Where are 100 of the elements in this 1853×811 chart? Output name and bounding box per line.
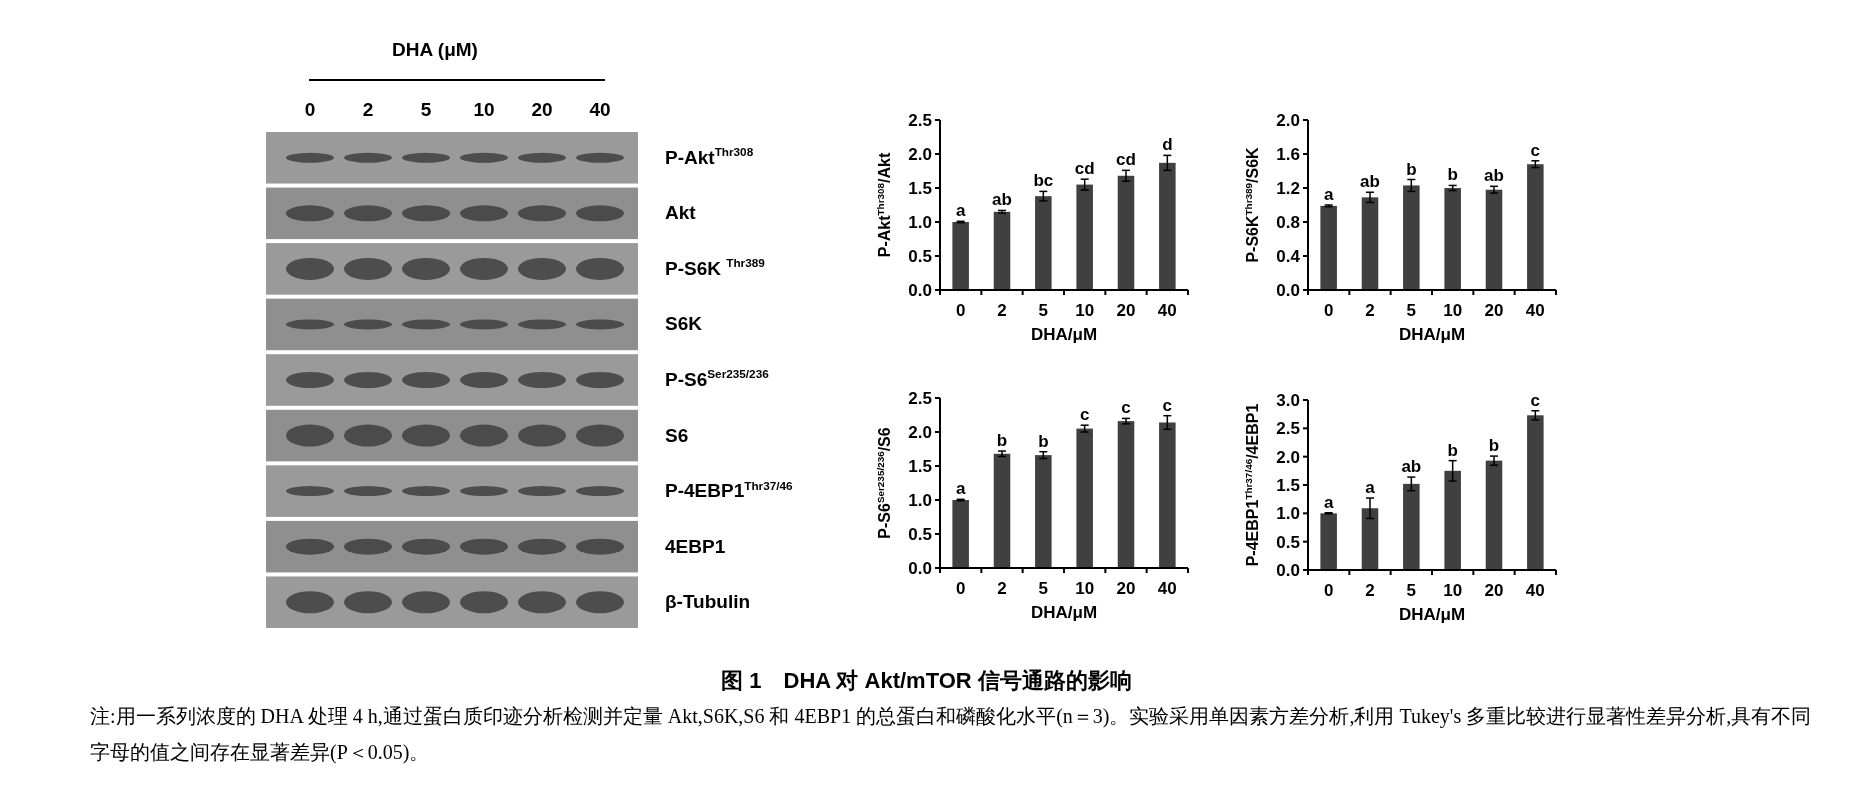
y-tick-label: 2.0 — [908, 145, 932, 164]
annotation: c — [1121, 398, 1131, 418]
x-tick-label: 2 — [1365, 581, 1375, 600]
y-tick-label: 0.5 — [908, 247, 932, 266]
annotation: bc — [1033, 171, 1054, 191]
annotation: c — [1079, 405, 1090, 425]
y-tick-label: 0.0 — [1276, 561, 1300, 580]
x-tick-label: 40 — [1157, 301, 1177, 320]
annotation: b — [1447, 165, 1458, 185]
bar — [1076, 428, 1093, 568]
x-tick-label: 20 — [1116, 301, 1136, 320]
x-tick-label: 0 — [1323, 301, 1334, 320]
bar — [952, 222, 969, 290]
text: Akt — [665, 202, 697, 224]
text: P-S6K $^{Thr389}$ — [665, 256, 766, 279]
bar — [1444, 470, 1461, 570]
x-tick-label: 2 — [997, 301, 1007, 320]
y-tick-label: 3.0 — [1276, 391, 1300, 410]
annotation: b — [1488, 436, 1500, 456]
text: 4EBP1 — [665, 535, 726, 557]
bar — [1403, 185, 1420, 290]
bar — [1444, 188, 1461, 290]
bar — [1485, 460, 1503, 570]
annotation: ab — [1401, 457, 1422, 477]
y-tick-label: 0.5 — [908, 525, 932, 544]
x-tick-label: 10 — [1443, 301, 1463, 320]
y-tick-label: 2.0 — [1276, 447, 1300, 467]
y-tick-label: 2.5 — [908, 389, 932, 408]
text: DHA (μM) — [392, 39, 478, 60]
text: β-Tubulin — [665, 591, 751, 613]
annotation: b — [1038, 431, 1049, 451]
y-tick-label: 1.0 — [1276, 504, 1300, 524]
annotation: c — [1530, 140, 1541, 160]
x-tick-label: 0 — [1323, 581, 1334, 600]
x-tick-label: 20 — [1116, 579, 1136, 598]
category-label: 2 — [362, 99, 374, 120]
y-tick-label: 2.5 — [908, 111, 932, 130]
x-tick-label: 10 — [1443, 581, 1463, 600]
bar — [1320, 513, 1337, 570]
y-tick-label: 2.0 — [1276, 111, 1300, 130]
annotation: cd — [1074, 159, 1095, 179]
category-label: 0 — [304, 99, 316, 120]
annotation: a — [1323, 185, 1334, 204]
annotation: ab — [992, 190, 1012, 210]
text: 图 1 DHA 对 Akt/mTOR 信号通路的影响 — [720, 667, 1133, 695]
y-tick-label: 0.8 — [1276, 213, 1300, 232]
y-tick-label: 1.5 — [908, 457, 932, 476]
x-tick-label: 10 — [1075, 301, 1095, 320]
annotation: a — [1323, 492, 1334, 512]
x-tick-label: 40 — [1525, 301, 1545, 320]
x-tick-label: 20 — [1484, 581, 1504, 600]
x-tick-label: 5 — [1038, 301, 1049, 320]
annotation: ab — [1360, 172, 1380, 192]
bar — [993, 211, 1011, 290]
annotation: d — [1162, 135, 1173, 155]
x-tick-label: 5 — [1406, 581, 1417, 600]
x-tick-label: 0 — [955, 579, 966, 598]
bar — [1159, 422, 1176, 568]
x-tick-label: 20 — [1484, 301, 1504, 320]
annotation: a — [955, 201, 966, 221]
x-tick-label: 40 — [1157, 579, 1177, 598]
text: S6 — [665, 424, 689, 446]
x-axis-title: DHA/μM — [1398, 325, 1466, 344]
x-tick-label: 5 — [1406, 301, 1417, 320]
y-tick-label: 2.0 — [908, 423, 932, 442]
x-axis-title: DHA/μM — [1030, 325, 1098, 344]
annotation: cd — [1116, 150, 1136, 170]
category-label: 20 — [531, 99, 553, 120]
annotation: c — [1530, 390, 1541, 410]
text: S6K — [665, 313, 703, 335]
y-tick-label: 0.4 — [1276, 247, 1301, 266]
bar — [1361, 508, 1379, 570]
x-tick-label: 0 — [955, 301, 966, 320]
annotation: a — [955, 479, 966, 499]
annotation: c — [1162, 395, 1173, 415]
annotation: ab — [1484, 166, 1504, 186]
category-label: 5 — [420, 99, 432, 120]
annotation: a — [1365, 478, 1376, 498]
category-label: 10 — [473, 99, 495, 120]
x-axis-title: DHA/μM — [1398, 605, 1466, 624]
annotation: b — [996, 431, 1008, 451]
y-tick-label: 1.0 — [908, 213, 932, 232]
x-tick-label: 5 — [1038, 579, 1049, 598]
bar — [1527, 164, 1544, 290]
text: P-Akt$^{Thr308}$ — [665, 145, 754, 168]
bar — [993, 453, 1011, 568]
x-tick-label: 2 — [1365, 301, 1375, 320]
x-tick-label: 2 — [997, 579, 1007, 598]
y-tick-label: 1.2 — [1276, 179, 1300, 198]
y-tick-label: 0.0 — [908, 559, 932, 578]
bar — [1076, 184, 1093, 290]
bar — [952, 500, 969, 568]
annotation: b — [1406, 159, 1417, 179]
category-label: 40 — [589, 99, 611, 120]
bar — [1403, 483, 1420, 570]
bar — [1485, 189, 1503, 290]
x-axis-title: DHA/μM — [1030, 603, 1098, 622]
text: P-4EBP1$^{Thr37/46}$ — [665, 478, 794, 502]
y-tick-label: 1.0 — [908, 491, 932, 510]
bar — [1117, 421, 1135, 568]
